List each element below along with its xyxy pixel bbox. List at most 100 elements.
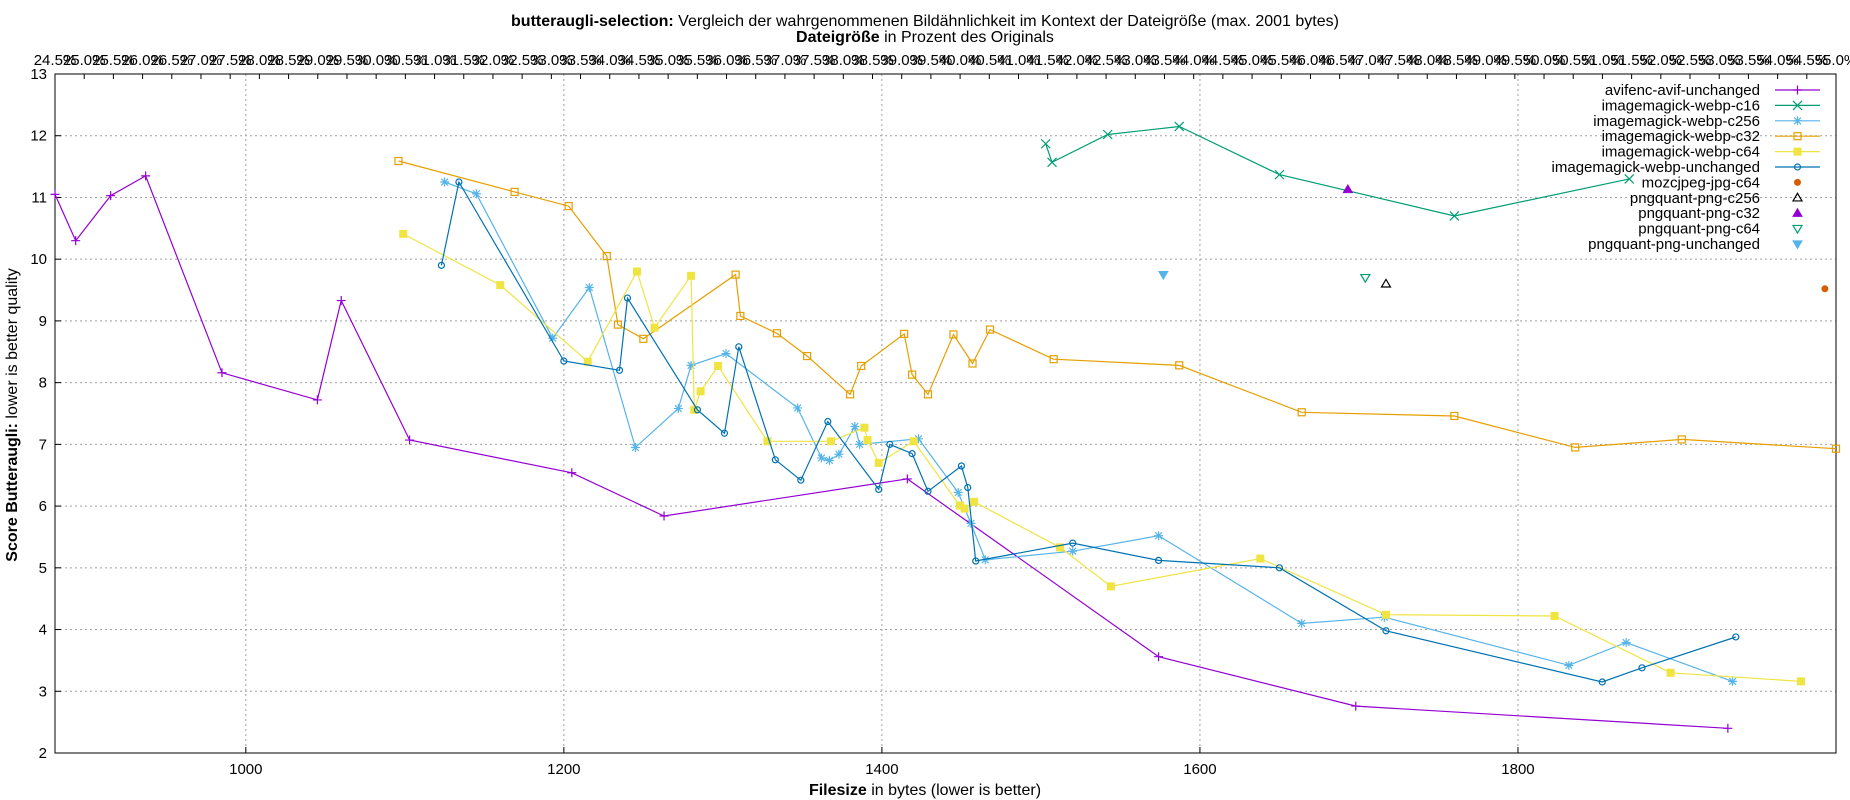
top-tick-label: 40.5% [968,52,1011,69]
top-tick-label: 26.5% [151,52,194,69]
chart-title: butteraugli-selection: Vergleich der wah… [511,13,1339,30]
data-point [845,390,855,399]
data-point [949,330,958,339]
data-point [633,267,642,276]
top-tick-label: 47.5% [1377,52,1420,69]
data-point [803,351,812,361]
data-point [721,349,731,359]
data-point [827,437,836,446]
series-line [440,180,1736,683]
plot-frame [54,73,1837,754]
data-point [686,360,696,370]
data-point [793,403,803,413]
top-tick-label: 44.5% [1202,52,1245,69]
data-point [394,156,403,166]
legend-swatch-marker [1791,224,1804,235]
data-point [966,518,976,528]
series-pngquant-png-c256 [1380,278,1392,288]
series-imagemagick-webp-c16 [1040,121,1635,221]
data-point [336,296,346,306]
top-tick-label: 39.5% [910,52,953,69]
top-tick-label: 32.0% [472,52,515,69]
top-tick-label: 26.0% [121,52,164,69]
top-tick-label: 28.0% [238,52,281,69]
top-tick-label: 39.0% [880,52,923,69]
y-tick-label: 11 [31,189,47,206]
data-point [863,436,872,445]
data-point [900,329,909,338]
series-imagemagick-webp-unchanged [437,178,1740,686]
top-tick-label: 48.5% [1435,52,1478,69]
legend-swatch-marker [1791,192,1804,202]
top-tick-label: 49.5% [1494,52,1537,69]
top-tick-label: 53.0% [1698,52,1741,69]
top-tick-label: 46.0% [1289,52,1332,69]
data-point [957,462,966,470]
legend-label: mozcjpeg-jpg-c64 [1642,174,1760,191]
data-point [1049,355,1058,364]
top-tick-label: 42.5% [1085,52,1128,69]
data-point [1040,138,1051,149]
top-tick-label: 27.5% [209,52,252,69]
top-tick-label: 38.0% [822,52,865,69]
top-tick-label: 37.0% [764,52,807,69]
data-point [964,483,972,492]
data-point [437,261,446,269]
legend-label: imagemagick-webp-c64 [1602,144,1760,161]
x-tick-label: 1200 [547,761,580,778]
data-point [1175,361,1184,370]
data-point [875,485,883,494]
axis-ticks: 1000 1200 1400 1600 1800 2 3 4 5 6 7 8 9 10 11 12 1324.5… [30,52,1850,778]
top-tick-label: 30.0% [355,52,398,69]
top-tick-label: 41.0% [997,52,1040,69]
top-tick-label: 25.0% [63,52,106,69]
data-point [312,395,322,405]
top-tick-label: 48.0% [1406,52,1449,69]
data-point [455,178,463,186]
data-point [1381,610,1390,619]
data-point [1723,723,1733,733]
data-point [1256,554,1265,563]
series-imagemagick-webp-c256 [440,177,1738,686]
data-point [639,334,648,343]
data-point [797,476,805,484]
data-point [1154,652,1164,662]
top-tick-label: 34.5% [618,52,661,69]
legend: avifenc-avif-unchangedimagemagick-webp-c… [1552,82,1820,253]
data-point [985,325,995,334]
top-tick-label: 36.5% [734,52,777,69]
data-point [650,323,659,332]
data-point [1797,677,1806,686]
data-point [613,320,623,329]
top-tick-label: 55.0% [1815,52,1850,69]
y-tick-label: 13 [30,66,47,83]
top-tick-label: 40.0% [939,52,982,69]
top-tick-label: 42.0% [1056,52,1099,69]
data-point [615,366,624,374]
series-imagemagick-webp-c32 [394,156,1841,453]
y-tick-label: 9 [39,313,47,330]
data-point [1732,633,1740,641]
data-point [960,504,969,513]
data-point [850,421,860,431]
top-tick-label: 24.5% [34,52,77,69]
top-tick-label: 31.0% [413,52,456,69]
top-tick-label: 25.5% [92,52,135,69]
top-tick-label: 43.5% [1143,52,1186,69]
legend-swatch-marker [1794,178,1801,186]
y-tick-label: 8 [39,375,47,392]
y-tick-label: 2 [39,745,47,762]
data-point [972,557,980,565]
data-point [771,456,779,464]
top-tick-label: 49.0% [1464,52,1507,69]
data-point [1450,411,1459,421]
top-tick-label: 54.0% [1756,52,1799,69]
series-line [398,160,1837,450]
series-mozcjpeg-jpg-c64 [1821,285,1829,293]
legend-swatch-marker [1793,116,1802,126]
data-point [1157,270,1169,281]
legend-label: pngquant-png-unchanged [1588,236,1760,253]
data-point [567,468,577,478]
legend-label: imagemagick-webp-c256 [1593,113,1760,130]
top-tick-label: 43.0% [1114,52,1157,69]
